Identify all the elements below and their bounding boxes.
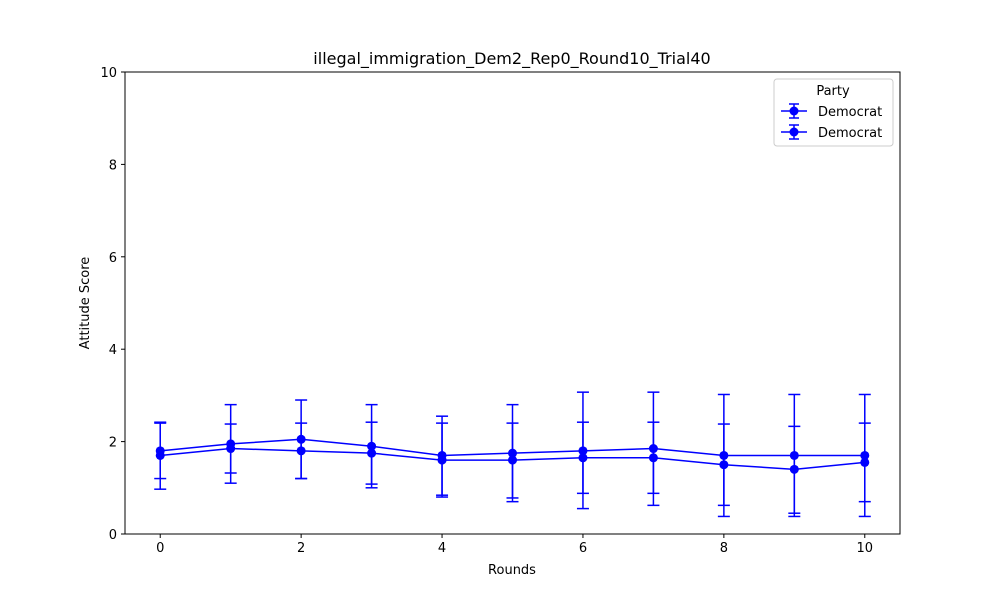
y-tick-label: 10 — [100, 66, 117, 81]
data-point — [648, 453, 658, 463]
y-tick-label: 8 — [109, 158, 117, 173]
y-axis-ticks: 0 2 4 6 8 10 — [100, 66, 125, 543]
legend-title: Party — [816, 84, 850, 99]
legend: Party Democrat Democrat — [773, 78, 894, 147]
y-tick-label: 4 — [109, 343, 117, 358]
legend-entries: Democrat Democrat — [781, 103, 882, 141]
x-axis-label: Rounds — [488, 563, 536, 578]
y-tick-label: 0 — [109, 528, 117, 543]
data-point — [789, 464, 799, 474]
chart-title: illegal_immigration_Dem2_Rep0_Round10_Tr… — [313, 49, 710, 69]
y-tick-label: 2 — [109, 436, 117, 451]
data-point — [578, 453, 588, 463]
x-tick-label: 4 — [438, 541, 446, 556]
series-layer — [154, 391, 871, 518]
x-tick-label: 6 — [579, 541, 587, 556]
data-point — [719, 460, 729, 470]
x-tick-label: 10 — [856, 541, 873, 556]
legend-label: Democrat — [818, 126, 882, 141]
plot-frame — [124, 71, 901, 535]
y-axis-label: Attitude Score — [78, 257, 93, 350]
legend-marker — [789, 106, 799, 116]
data-point — [437, 455, 447, 465]
legend-label: Democrat — [818, 105, 882, 120]
x-axis-ticks: 0 2 4 6 8 10 — [156, 534, 873, 556]
y-tick-label: 6 — [109, 251, 117, 266]
series-2 — [154, 421, 871, 514]
legend-marker — [789, 127, 799, 137]
x-tick-label: 8 — [720, 541, 728, 556]
data-point — [367, 448, 377, 458]
legend-box — [773, 78, 894, 147]
data-point — [296, 446, 306, 456]
data-point — [508, 455, 517, 465]
data-point — [860, 457, 870, 467]
x-tick-label: 2 — [297, 541, 305, 556]
x-tick-label: 0 — [156, 541, 164, 556]
data-point — [155, 450, 165, 460]
data-point — [226, 444, 236, 454]
